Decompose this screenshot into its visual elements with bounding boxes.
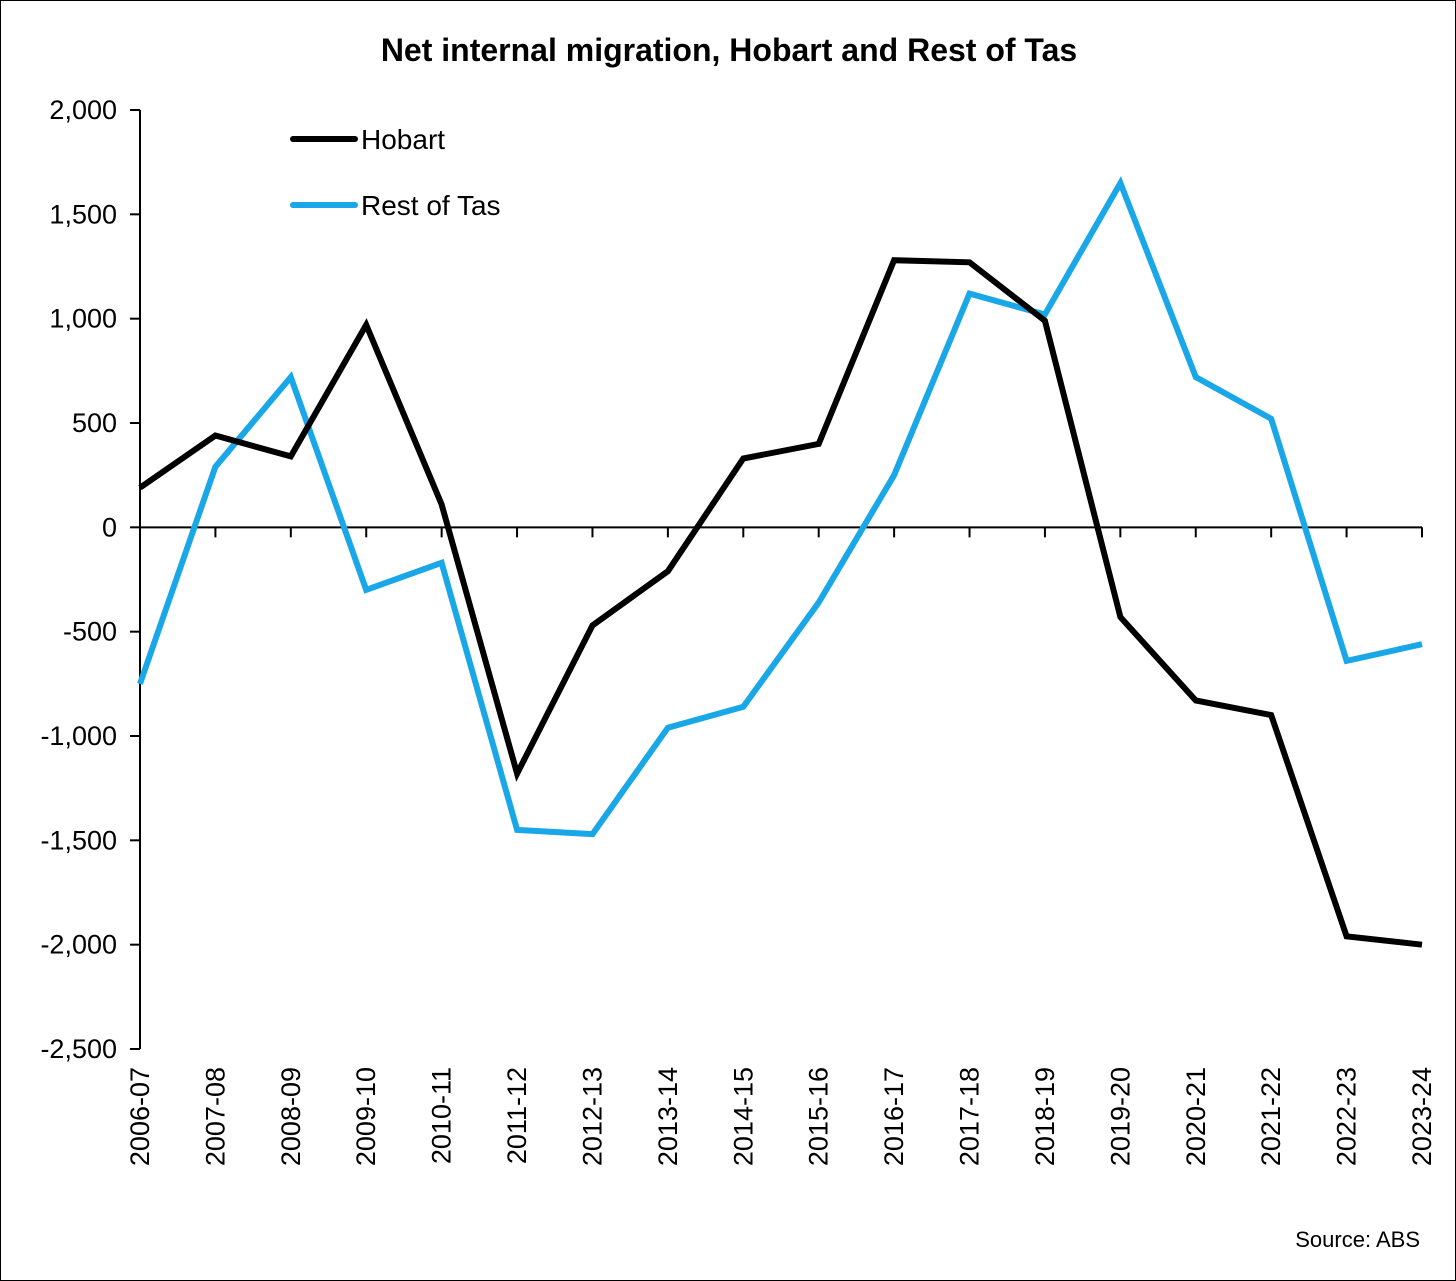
y-tick-label: 1,500 (49, 199, 117, 229)
y-tick-label: 500 (72, 408, 117, 438)
legend-label: Hobart (361, 124, 445, 155)
x-tick-label: 2018-19 (1030, 1067, 1060, 1166)
y-tick-label: -500 (63, 617, 117, 647)
x-tick-label: 2023-24 (1407, 1067, 1437, 1166)
x-tick-label: 2006-07 (125, 1067, 155, 1166)
x-tick-label: 2013-14 (653, 1067, 683, 1166)
y-tick-label: -1,000 (40, 721, 117, 751)
x-tick-label: 2017-18 (955, 1067, 985, 1166)
y-tick-label: 1,000 (49, 304, 117, 334)
x-tick-label: 2012-13 (577, 1067, 607, 1166)
x-tick-label: 2007-08 (200, 1067, 230, 1166)
x-tick-label: 2014-15 (728, 1067, 758, 1166)
x-tick-label: 2016-17 (879, 1067, 909, 1166)
y-tick-label: -1,500 (40, 825, 117, 855)
x-tick-label: 2020-21 (1181, 1067, 1211, 1166)
y-axis: 2,000 1,500 1,000 500 0 -500 -1,000 -1,500 -2,00… (40, 95, 141, 1064)
series-line-rest-of-tas (137, 176, 1423, 838)
x-tick-label: 2021-22 (1256, 1067, 1286, 1166)
x-axis: 2006-07 2007-08 2008-09 2009-10 2010-11 2011-… (125, 526, 1437, 1166)
legend-label: Rest of Tas (361, 190, 501, 221)
x-tick-label: 2008-09 (276, 1067, 306, 1166)
x-tick-label: 2015-16 (804, 1067, 834, 1166)
y-tick-label: -2,500 (40, 1034, 117, 1064)
y-tick-label: 2,000 (49, 95, 117, 125)
legend: Hobart Rest of Tas (290, 124, 501, 221)
series-line-hobart (138, 257, 1423, 948)
source-note: Source: ABS (1295, 1227, 1420, 1252)
x-tick-label: 2022-23 (1332, 1067, 1362, 1166)
x-tick-label: 2011-12 (502, 1067, 532, 1164)
x-tick-label: 2009-10 (351, 1067, 381, 1166)
y-tick-label: -2,000 (40, 930, 117, 960)
chart-title: Net internal migration, Hobart and Rest … (381, 32, 1077, 68)
x-tick-label: 2010-11 (427, 1067, 457, 1164)
series-lines (137, 176, 1423, 948)
y-tick-label: 0 (102, 512, 117, 542)
x-tick-label: 2019-20 (1105, 1067, 1135, 1166)
